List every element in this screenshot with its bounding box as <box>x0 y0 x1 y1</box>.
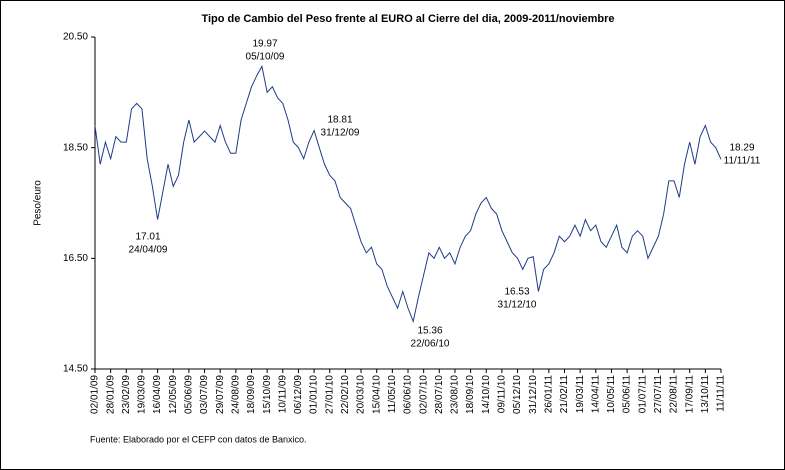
x-tick-label: 22/02/10 <box>340 375 351 414</box>
x-tick-label: 11/05/10 <box>387 375 398 414</box>
annotation-date: 24/04/09 <box>129 245 168 256</box>
x-tick-label: 05/12/10 <box>512 375 523 414</box>
x-tick-label: 14/10/10 <box>481 375 492 414</box>
annotation-value: 18.81 <box>327 115 352 126</box>
y-tick-label: 18.50 <box>63 142 88 153</box>
x-tick-label: 18/09/10 <box>465 375 476 414</box>
x-tick-label: 21/02/11 <box>559 375 570 414</box>
x-tick-label: 15/10/09 <box>262 375 273 414</box>
chart-title: Tipo de Cambio del Peso frente al EURO a… <box>201 13 614 25</box>
y-tick-label: 16.50 <box>63 253 88 264</box>
series-line <box>94 64 722 324</box>
x-tick-label: 10/05/11 <box>606 375 617 414</box>
x-tick-label: 12/05/09 <box>168 375 179 414</box>
annotation-date: 05/10/09 <box>246 52 285 63</box>
x-tick-label: 15/04/10 <box>371 375 382 414</box>
x-tick-label: 10/11/09 <box>277 375 288 414</box>
source-note: Fuente: Elaborado por el CEFP con datos … <box>90 434 306 444</box>
x-tick-label: 02/07/10 <box>418 375 429 414</box>
annotation-value: 19.97 <box>252 39 277 50</box>
annotation-date: 31/12/10 <box>498 300 537 311</box>
x-tick-label: 31/12/10 <box>528 375 539 414</box>
x-tick-label: 26/01/11 <box>543 375 554 414</box>
x-tick-label: 20/03/10 <box>356 375 367 414</box>
annotation-value: 18.29 <box>729 143 754 154</box>
x-tick-label: 05/06/09 <box>184 375 195 414</box>
annotation-date: 31/12/09 <box>321 128 360 139</box>
annotation-value: 16.53 <box>504 287 529 298</box>
x-tick-label: 18/09/09 <box>246 375 257 414</box>
x-tick-label: 13/10/11 <box>700 375 711 414</box>
x-tick-label: 05/06/11 <box>622 375 633 414</box>
x-tick-label: 03/07/09 <box>199 375 210 414</box>
x-tick-label: 01/07/11 <box>637 375 648 414</box>
x-tick-label: 06/12/09 <box>293 375 304 414</box>
x-tick-label: 27/07/11 <box>653 375 664 414</box>
x-tick-label: 17/09/11 <box>684 375 695 414</box>
x-tick-label: 22/08/11 <box>669 375 680 414</box>
x-tick-label: 01/01/10 <box>309 375 320 414</box>
annotation-value: 15.36 <box>417 326 442 337</box>
annotation-date: 22/06/10 <box>411 339 450 350</box>
x-tick-label: 28/01/09 <box>105 375 116 414</box>
x-tick-label: 11/11/11 <box>716 375 727 412</box>
x-tick-label: 06/06/10 <box>403 375 414 414</box>
y-axis-label: Peso/euro <box>33 180 44 226</box>
x-tick-label: 14/04/11 <box>590 375 601 414</box>
x-tick-label: 02/01/09 <box>90 375 101 414</box>
x-tick-label: 09/11/10 <box>497 375 508 414</box>
y-tick-label: 20.50 <box>63 32 88 43</box>
x-tick-label: 23/02/09 <box>121 375 132 414</box>
x-tick-label: 28/07/10 <box>434 375 445 414</box>
annotation-date: 11/11/11 <box>724 156 761 167</box>
x-tick-label: 27/01/10 <box>324 375 335 414</box>
y-tick-label: 14.50 <box>63 364 88 375</box>
annotation-value: 17.01 <box>135 232 160 243</box>
x-tick-label: 24/08/09 <box>230 375 241 414</box>
x-tick-label: 16/04/09 <box>152 375 163 414</box>
x-tick-label: 19/03/09 <box>137 375 148 414</box>
x-tick-label: 29/07/09 <box>215 375 226 414</box>
x-tick-label: 19/03/11 <box>575 375 586 414</box>
x-tick-label: 23/08/10 <box>450 375 461 414</box>
